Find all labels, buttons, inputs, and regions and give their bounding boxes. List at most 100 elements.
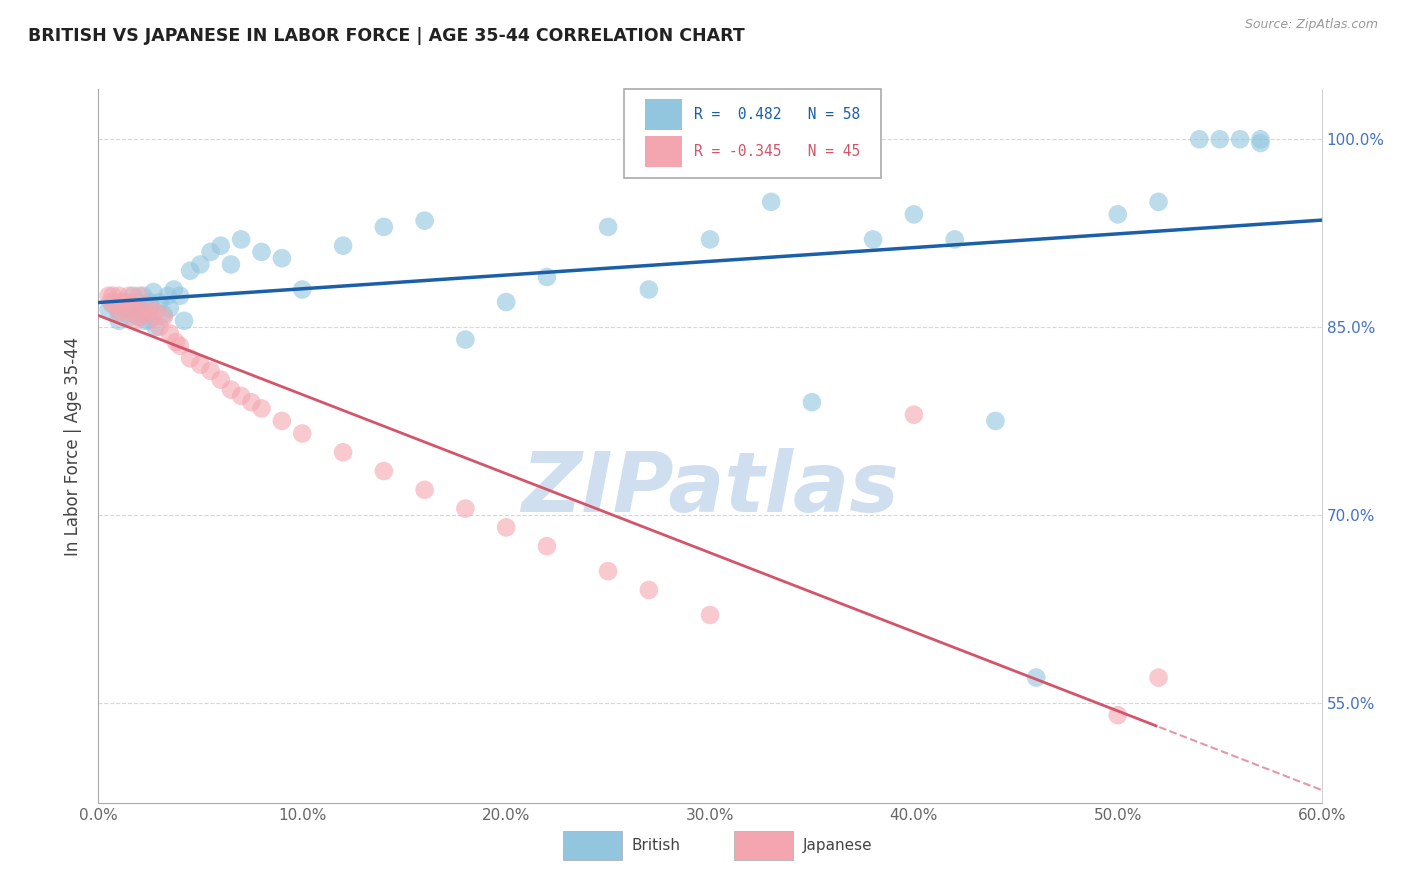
Point <box>128 310 150 324</box>
Point <box>270 251 294 265</box>
Point <box>97 289 120 303</box>
Point <box>495 520 517 534</box>
Point <box>1249 132 1271 146</box>
Point <box>250 401 273 416</box>
Text: Japanese: Japanese <box>803 838 873 853</box>
Point <box>373 219 395 234</box>
Point <box>1249 136 1271 150</box>
Point <box>169 339 191 353</box>
Point <box>124 314 146 328</box>
FancyBboxPatch shape <box>645 98 682 129</box>
Point <box>132 305 155 319</box>
Point <box>128 289 150 303</box>
Point <box>111 295 134 310</box>
Point <box>132 289 155 303</box>
Point <box>1147 194 1170 209</box>
Point <box>200 364 222 378</box>
Point <box>1229 132 1251 146</box>
Point <box>134 314 156 328</box>
Point <box>231 232 253 246</box>
Text: BRITISH VS JAPANESE IN LABOR FORCE | AGE 35-44 CORRELATION CHART: BRITISH VS JAPANESE IN LABOR FORCE | AGE… <box>28 27 745 45</box>
Point <box>943 232 966 246</box>
Point <box>1025 671 1047 685</box>
Text: ZIPatlas: ZIPatlas <box>522 449 898 529</box>
Point <box>699 232 721 246</box>
Point <box>179 264 201 278</box>
Point <box>114 305 136 319</box>
Point <box>108 314 131 328</box>
Point <box>100 295 122 310</box>
Text: Source: ZipAtlas.com: Source: ZipAtlas.com <box>1244 18 1378 31</box>
Point <box>536 539 558 553</box>
Point <box>1147 671 1170 685</box>
FancyBboxPatch shape <box>645 136 682 168</box>
FancyBboxPatch shape <box>564 831 621 860</box>
Point <box>141 297 163 311</box>
Point <box>149 320 172 334</box>
Point <box>118 289 141 303</box>
Point <box>145 320 167 334</box>
Point <box>1209 132 1232 146</box>
Point <box>1188 132 1211 146</box>
Point <box>250 244 273 259</box>
Point <box>163 283 186 297</box>
Point <box>413 213 436 227</box>
Point <box>219 257 242 271</box>
Point <box>209 373 232 387</box>
Point <box>101 297 124 311</box>
Point <box>984 414 1007 428</box>
Point <box>240 395 263 409</box>
Point <box>638 283 661 297</box>
Text: R =  0.482   N = 58: R = 0.482 N = 58 <box>695 107 860 121</box>
Point <box>149 295 172 310</box>
Point <box>454 501 477 516</box>
Point <box>173 314 195 328</box>
Point <box>156 289 179 303</box>
Point <box>332 445 354 459</box>
Point <box>373 464 395 478</box>
Point <box>332 238 354 252</box>
Point <box>1107 708 1129 723</box>
Point <box>138 301 160 316</box>
Point <box>270 414 294 428</box>
Point <box>104 297 127 311</box>
Point <box>159 326 181 341</box>
Point <box>122 295 145 310</box>
Point <box>291 283 314 297</box>
Point <box>903 408 925 422</box>
Point <box>141 310 163 324</box>
Point <box>165 335 187 350</box>
Point <box>200 244 222 259</box>
Point <box>111 295 134 310</box>
Point <box>209 238 232 252</box>
Point <box>127 295 149 310</box>
Point <box>801 395 824 409</box>
Point <box>128 310 150 324</box>
FancyBboxPatch shape <box>624 89 882 178</box>
Point <box>761 194 783 209</box>
Point <box>101 289 124 303</box>
Point <box>413 483 436 497</box>
Point <box>120 301 142 316</box>
Point <box>219 383 242 397</box>
Point <box>124 308 146 322</box>
Point <box>169 289 191 303</box>
Point <box>536 270 558 285</box>
Point <box>97 302 120 317</box>
Point <box>188 358 212 372</box>
Point <box>598 564 620 578</box>
Point <box>138 314 160 328</box>
Point <box>142 285 165 299</box>
Point <box>495 295 517 310</box>
Text: R = -0.345   N = 45: R = -0.345 N = 45 <box>695 145 860 160</box>
Point <box>231 389 253 403</box>
FancyBboxPatch shape <box>734 831 793 860</box>
Point <box>108 305 131 319</box>
Point <box>152 308 174 322</box>
Point <box>291 426 314 441</box>
Point <box>179 351 201 366</box>
Point <box>699 607 721 622</box>
Point <box>159 301 181 316</box>
Point <box>108 289 131 303</box>
Point <box>862 232 884 246</box>
